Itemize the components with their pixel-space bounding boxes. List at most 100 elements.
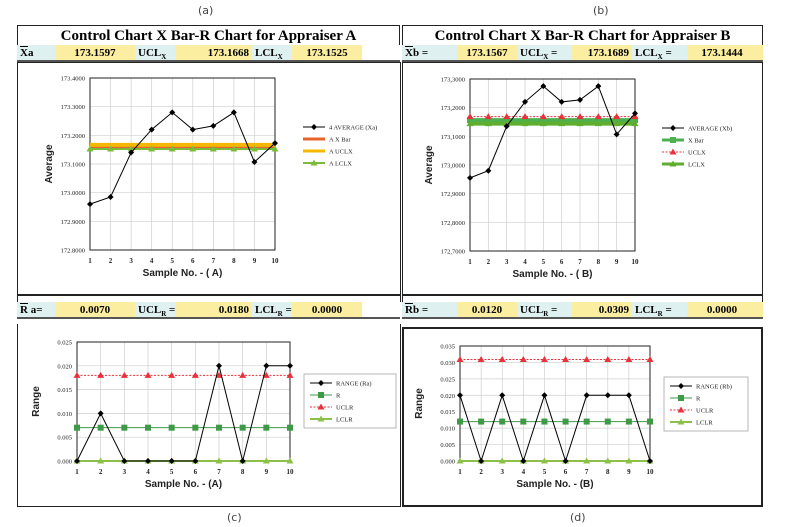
x-tick-label: 7 <box>585 468 589 476</box>
x-tick-label: 8 <box>241 468 245 476</box>
legend-label: 4 AVERAGE (Xa) <box>329 125 377 132</box>
legend-marker <box>310 159 318 166</box>
stat-label: Xb = <box>402 45 457 60</box>
data-point <box>583 457 591 464</box>
data-point <box>503 123 510 130</box>
plot-area <box>459 345 651 462</box>
data-point <box>286 457 294 464</box>
x-axis-label: Sample No. - ( B) <box>512 269 592 280</box>
data-point <box>583 355 591 362</box>
data-point <box>107 193 114 200</box>
data-point <box>191 371 199 378</box>
data-point <box>539 113 547 120</box>
x-tick-label: 6 <box>194 468 198 476</box>
data-point <box>604 457 612 464</box>
data-point <box>522 117 528 124</box>
data-point <box>456 355 464 362</box>
data-point <box>485 117 492 124</box>
y-axis-label: Average <box>44 144 55 184</box>
x-tick-label: 9 <box>615 258 619 266</box>
y-tick-label: 173.3000 <box>61 104 85 111</box>
stat-value: 173.1668 <box>175 45 252 60</box>
stat-label-tail: = <box>662 47 672 59</box>
data-point <box>209 145 217 152</box>
y-axis-label: Range <box>31 386 42 417</box>
data-point <box>646 355 654 362</box>
data-point <box>215 371 223 378</box>
stat-label-label: UCL <box>138 47 162 59</box>
data-point <box>520 418 527 425</box>
x-tick-label: 1 <box>88 257 92 265</box>
stat-label-label: LCL <box>255 47 278 59</box>
data-point <box>625 457 633 464</box>
legend-marker <box>670 137 676 143</box>
data-point <box>287 424 293 431</box>
data-point <box>498 355 506 362</box>
x-axis-label: Sample No. - ( A) <box>143 268 223 279</box>
x-tick-label: 7 <box>217 468 221 476</box>
x-tick-label: 5 <box>170 257 174 265</box>
legend-label: R <box>696 396 701 403</box>
y-tick-label: 0.015 <box>440 409 455 416</box>
stat-label-label: a= <box>27 304 43 316</box>
stat-value: 0.0309 <box>572 302 632 317</box>
legend-label: RANGE (Ra) <box>336 381 372 388</box>
stat-label-bar: R <box>20 304 28 316</box>
data-point <box>613 117 620 124</box>
caption-b: (b) <box>593 4 609 17</box>
data-point <box>595 117 602 124</box>
caption-d: (d) <box>570 511 586 524</box>
y-tick-label: 173.1000 <box>61 162 85 169</box>
divider-a <box>17 295 401 302</box>
x-tick-label: 10 <box>287 468 295 476</box>
stats-row-a: Xa 173.1597 UCLX 173.1668 LCLX 173.1525 <box>17 45 400 62</box>
data-point <box>541 418 548 425</box>
data-point <box>522 98 528 105</box>
stat-value: 0.0120 <box>457 302 517 317</box>
x-tick-label: 5 <box>543 468 547 476</box>
stat-label-tail: = <box>662 304 672 316</box>
x-tick-label: 4 <box>146 468 150 476</box>
data-point <box>558 117 565 124</box>
stat-label-sub: X <box>277 53 283 62</box>
data-point <box>647 418 653 425</box>
caption-a: (a) <box>198 4 214 17</box>
data-point <box>216 424 222 431</box>
data-point <box>503 117 510 124</box>
data-point <box>120 371 128 378</box>
y-tick-label: 172,8000 <box>441 220 465 227</box>
y-tick-label: 173.0000 <box>61 190 85 197</box>
legend-label: RANGE (Rb) <box>696 384 732 391</box>
data-point <box>484 120 492 127</box>
data-point <box>540 355 548 362</box>
legend-marker <box>318 392 324 398</box>
data-point <box>128 149 135 156</box>
data-point <box>604 418 611 425</box>
x-tick-label: 1 <box>468 258 472 266</box>
data-point <box>272 140 278 147</box>
stat-label-sub: R <box>657 310 663 319</box>
stat-value: 173.1525 <box>292 45 362 60</box>
data-point <box>148 145 156 152</box>
x-tick-label: 5 <box>170 468 174 476</box>
data-point <box>519 355 527 362</box>
data-point <box>216 362 222 369</box>
x-tick-label: 10 <box>272 257 280 265</box>
data-point <box>189 126 196 133</box>
data-point <box>577 96 583 103</box>
legend-label: X Bar <box>688 138 705 145</box>
stat-label-sub: X <box>161 53 167 62</box>
legend-label: A LCLX <box>329 161 352 168</box>
stats-row-b: Xb = 173.1567 UCLX = 173.1689 LCLX = 173.1444 <box>402 45 763 62</box>
y-tick-label: 173,2000 <box>441 105 465 112</box>
y-tick-label: 0.020 <box>440 393 455 400</box>
data-point <box>540 117 547 124</box>
legend-label: A X Bar <box>329 137 352 144</box>
data-point <box>604 392 611 399</box>
x-tick-label: 7 <box>212 257 216 265</box>
caption-c: (c) <box>227 511 242 524</box>
data-point <box>121 458 128 464</box>
y-axis-label: Average <box>424 145 435 185</box>
y-tick-label: 0.010 <box>57 411 72 418</box>
stat-value: 0.0180 <box>175 302 252 317</box>
